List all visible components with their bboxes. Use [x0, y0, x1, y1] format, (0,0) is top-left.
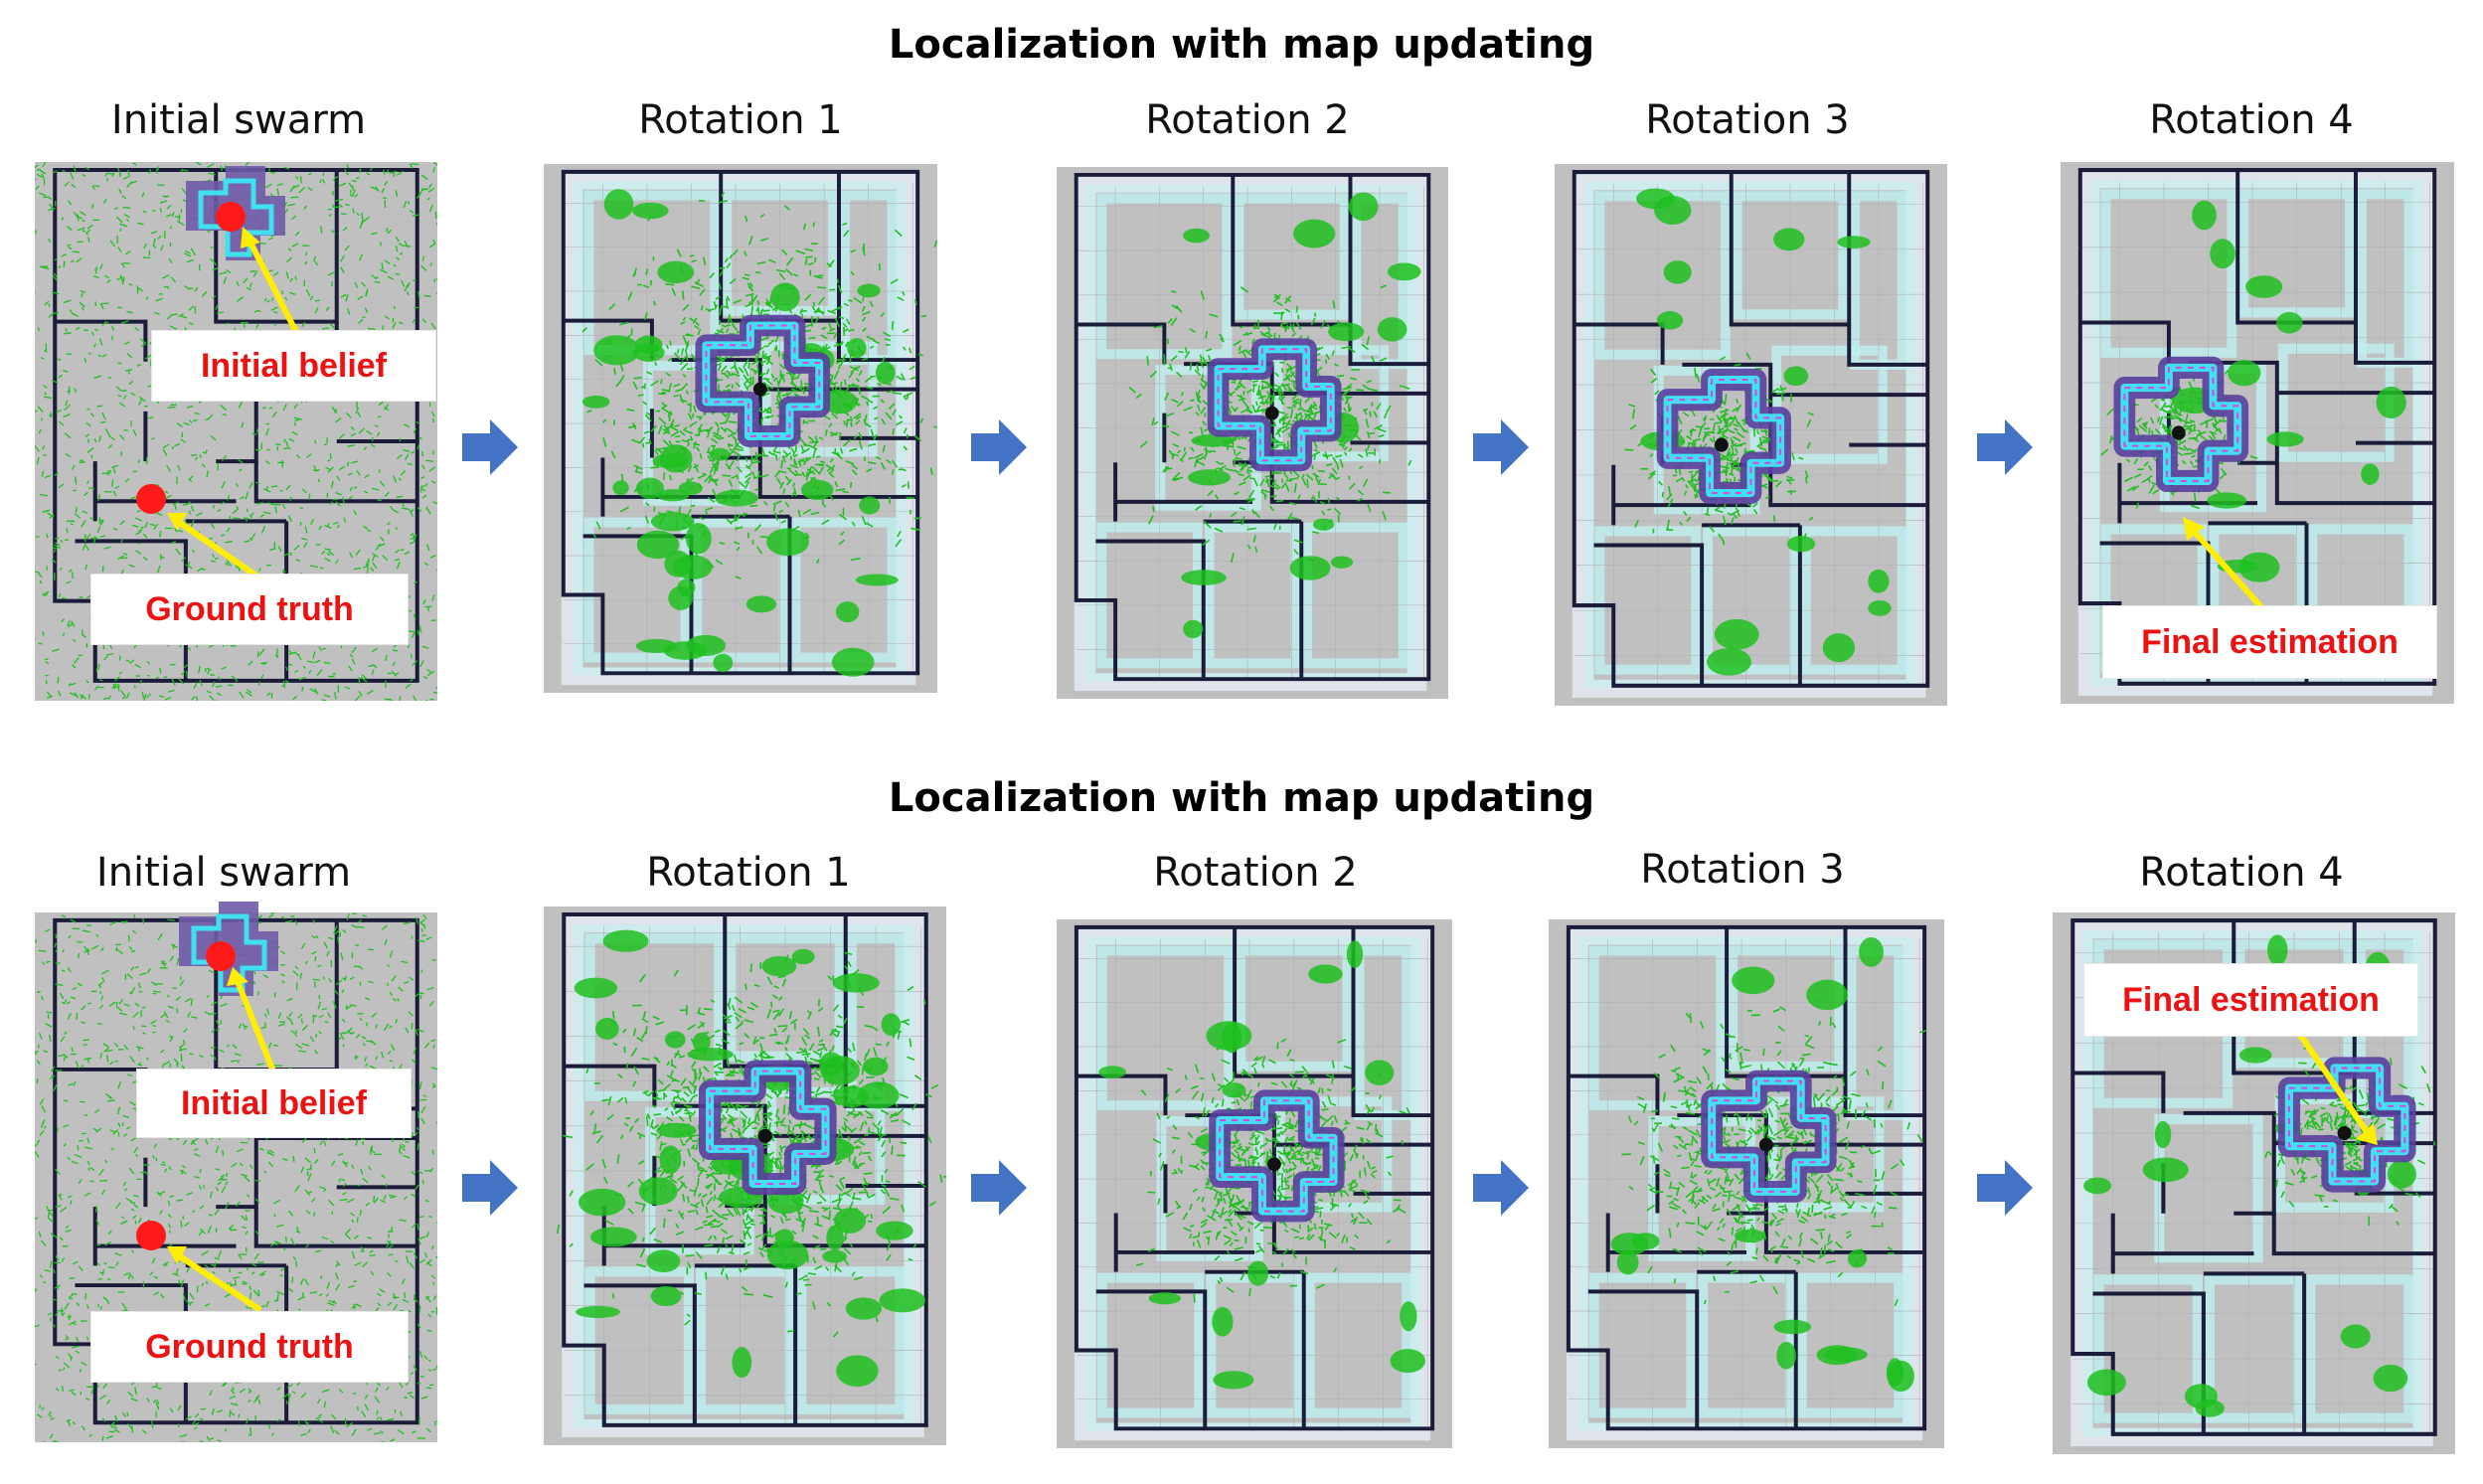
row1-label-rotation-3: Rotation 3 — [1645, 97, 1850, 143]
row1-arrow-2 — [969, 417, 1029, 477]
belief-ring — [1701, 1070, 1837, 1203]
map-canvas — [1549, 919, 1944, 1448]
belief-ring — [1656, 368, 1791, 505]
row1-arrow-4 — [1975, 417, 2035, 477]
row2-initial-belief-callout: Initial belief — [137, 1070, 411, 1137]
row2-map-rotation-2 — [1057, 919, 1452, 1448]
row2-ground-truth-callout: Ground truth — [91, 1312, 408, 1382]
row2-map-rotation-1 — [544, 907, 946, 1445]
row2-arrow-1 — [460, 1158, 520, 1218]
row2-final-estimation-callout: Final estimation — [2084, 964, 2417, 1036]
map-canvas — [1057, 167, 1448, 699]
row2-arrow-3 — [1471, 1158, 1531, 1218]
row2-arrow-4 — [1975, 1158, 2035, 1218]
row2-label-rotation-3: Rotation 3 — [1640, 847, 1845, 893]
particle-swarm — [556, 929, 946, 1388]
row2-label-rotation-2: Rotation 2 — [1153, 850, 1358, 896]
row2-map-rotation-3 — [1549, 919, 1944, 1448]
belief-ring — [695, 314, 831, 447]
row2-arrow-2 — [969, 1158, 1029, 1218]
row1-map-rotation-3 — [1555, 164, 1947, 706]
row1-final-estimation-callout: Final estimation — [2103, 606, 2436, 678]
row1-label-rotation-4: Rotation 4 — [2149, 97, 2354, 143]
belief-ring — [2113, 356, 2249, 493]
row2-label-rotation-4: Rotation 4 — [2139, 850, 2344, 896]
map-canvas — [544, 164, 937, 693]
particle-swarm — [581, 189, 937, 677]
map-canvas — [1555, 164, 1947, 706]
row1-title: Localization with map updating — [888, 22, 1595, 68]
belief-ring — [698, 1060, 837, 1196]
row2-label-initial-swarm: Initial swarm — [95, 850, 352, 896]
row1-map-rotation-1 — [544, 164, 937, 693]
row1-label-rotation-1: Rotation 1 — [638, 97, 843, 143]
row1-label-rotation-2: Rotation 2 — [1145, 97, 1350, 143]
map-canvas — [544, 907, 946, 1445]
row1-ground-truth-callout: Ground truth — [91, 575, 408, 644]
row1-initial-belief-callout: Initial belief — [152, 331, 435, 401]
belief-ring — [1209, 1089, 1345, 1223]
row2-label-rotation-1: Rotation 1 — [646, 850, 851, 896]
row1-label-initial-swarm: Initial swarm — [110, 97, 367, 143]
map-canvas — [1057, 919, 1452, 1448]
row1-arrow-1 — [460, 417, 520, 477]
row1-arrow-3 — [1471, 417, 1531, 477]
row2-title: Localization with map updating — [888, 775, 1595, 821]
row1-map-rotation-2 — [1057, 167, 1448, 699]
belief-ring — [1207, 338, 1342, 472]
